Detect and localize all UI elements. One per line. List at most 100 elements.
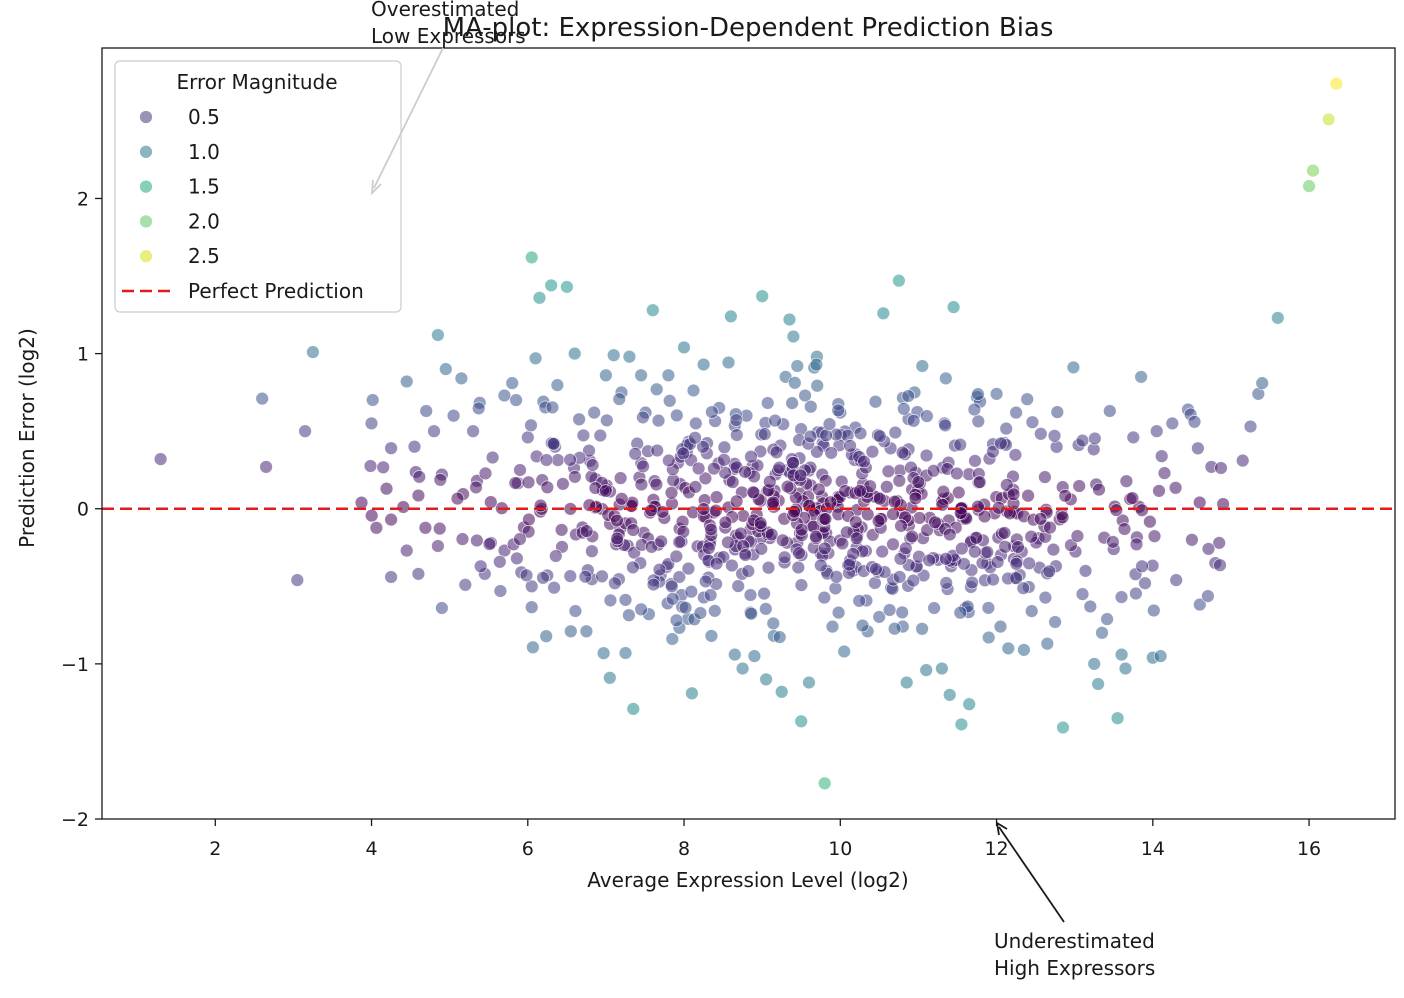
data-point — [882, 603, 897, 617]
legend-swatch — [139, 144, 153, 159]
data-point — [755, 289, 769, 303]
data-point — [259, 460, 273, 474]
data-point — [704, 522, 718, 537]
data-point — [702, 541, 716, 555]
x-tick-label: 2 — [209, 838, 221, 860]
data-point — [396, 500, 411, 514]
data-point — [470, 533, 484, 548]
data-point — [579, 624, 594, 639]
data-point — [528, 351, 543, 366]
data-point — [872, 610, 886, 624]
data-point — [521, 524, 536, 539]
data-point — [681, 561, 696, 576]
data-point — [485, 450, 500, 465]
annotation-text-line: High Expressors — [994, 956, 1155, 980]
data-point — [153, 452, 168, 466]
data-point — [686, 383, 701, 398]
data-point — [626, 523, 640, 537]
data-point — [427, 424, 441, 438]
data-point — [788, 376, 802, 390]
data-point — [595, 569, 609, 584]
data-point — [1235, 453, 1250, 468]
data-point — [1070, 529, 1085, 543]
data-point — [1255, 376, 1269, 390]
data-point — [1271, 311, 1285, 325]
x-tick-label: 14 — [1141, 838, 1165, 860]
data-point — [993, 619, 1008, 634]
data-point — [1154, 449, 1169, 463]
data-point — [554, 523, 569, 537]
data-point — [497, 388, 512, 403]
data-point — [868, 394, 883, 409]
data-point — [644, 503, 658, 518]
data-point — [1125, 491, 1140, 505]
data-point — [738, 465, 752, 479]
chart-title: MA-plot: Expression-Dependent Prediction… — [443, 13, 1054, 43]
data-point — [938, 418, 952, 433]
data-point — [578, 569, 593, 584]
data-point — [880, 480, 894, 494]
data-point — [471, 401, 486, 416]
data-point — [546, 437, 561, 451]
data-point — [734, 526, 748, 541]
data-point — [1135, 559, 1149, 574]
data-point — [1201, 589, 1215, 603]
data-point — [1017, 643, 1031, 657]
data-point — [980, 545, 995, 559]
data-point — [384, 512, 398, 527]
legend-entry-label: 0.5 — [188, 105, 220, 129]
data-point — [768, 413, 782, 428]
data-point — [618, 593, 633, 607]
data-point — [636, 410, 650, 425]
legend-entries: 0.5 1.0 1.5 2.0 2.5 — [139, 105, 220, 268]
data-point — [871, 514, 886, 528]
data-point — [585, 458, 600, 472]
data-point — [1118, 661, 1133, 676]
data-point — [568, 470, 582, 484]
data-point — [649, 382, 664, 397]
data-point — [696, 440, 710, 454]
data-point — [764, 527, 779, 542]
data-point — [1201, 542, 1216, 556]
data-point — [600, 413, 614, 428]
data-point — [912, 511, 927, 525]
data-point — [971, 387, 985, 401]
data-point — [760, 396, 775, 410]
data-point — [1038, 470, 1052, 484]
data-point — [1213, 558, 1227, 572]
data-point — [758, 427, 772, 441]
data-point — [654, 534, 668, 549]
data-point — [1185, 533, 1199, 547]
data-point — [539, 629, 553, 643]
data-point — [780, 479, 795, 494]
data-point — [545, 400, 560, 415]
data-point — [759, 602, 773, 616]
data-point — [835, 536, 850, 551]
data-point — [1191, 441, 1205, 456]
annotation-text-line: Low Expressors — [371, 24, 526, 48]
legend-entry-label: 1.0 — [188, 140, 220, 164]
data-point — [1147, 603, 1161, 618]
data-point — [509, 393, 523, 407]
data-point — [769, 445, 784, 460]
data-point — [828, 581, 843, 596]
data-point — [473, 559, 488, 574]
data-point — [729, 494, 744, 509]
data-point — [364, 508, 379, 523]
data-point — [255, 391, 269, 406]
data-point — [950, 466, 964, 481]
y-tick-label: 1 — [77, 344, 89, 366]
data-point — [794, 578, 809, 592]
data-point — [1006, 487, 1021, 502]
data-point — [636, 459, 650, 474]
data-point — [419, 404, 433, 418]
data-point — [544, 278, 558, 293]
data-point — [818, 541, 832, 556]
data-point — [634, 368, 648, 383]
data-point — [1152, 484, 1166, 498]
data-point — [786, 456, 800, 470]
data-point — [822, 417, 837, 431]
data-point — [1040, 636, 1055, 651]
data-point — [1149, 424, 1164, 438]
